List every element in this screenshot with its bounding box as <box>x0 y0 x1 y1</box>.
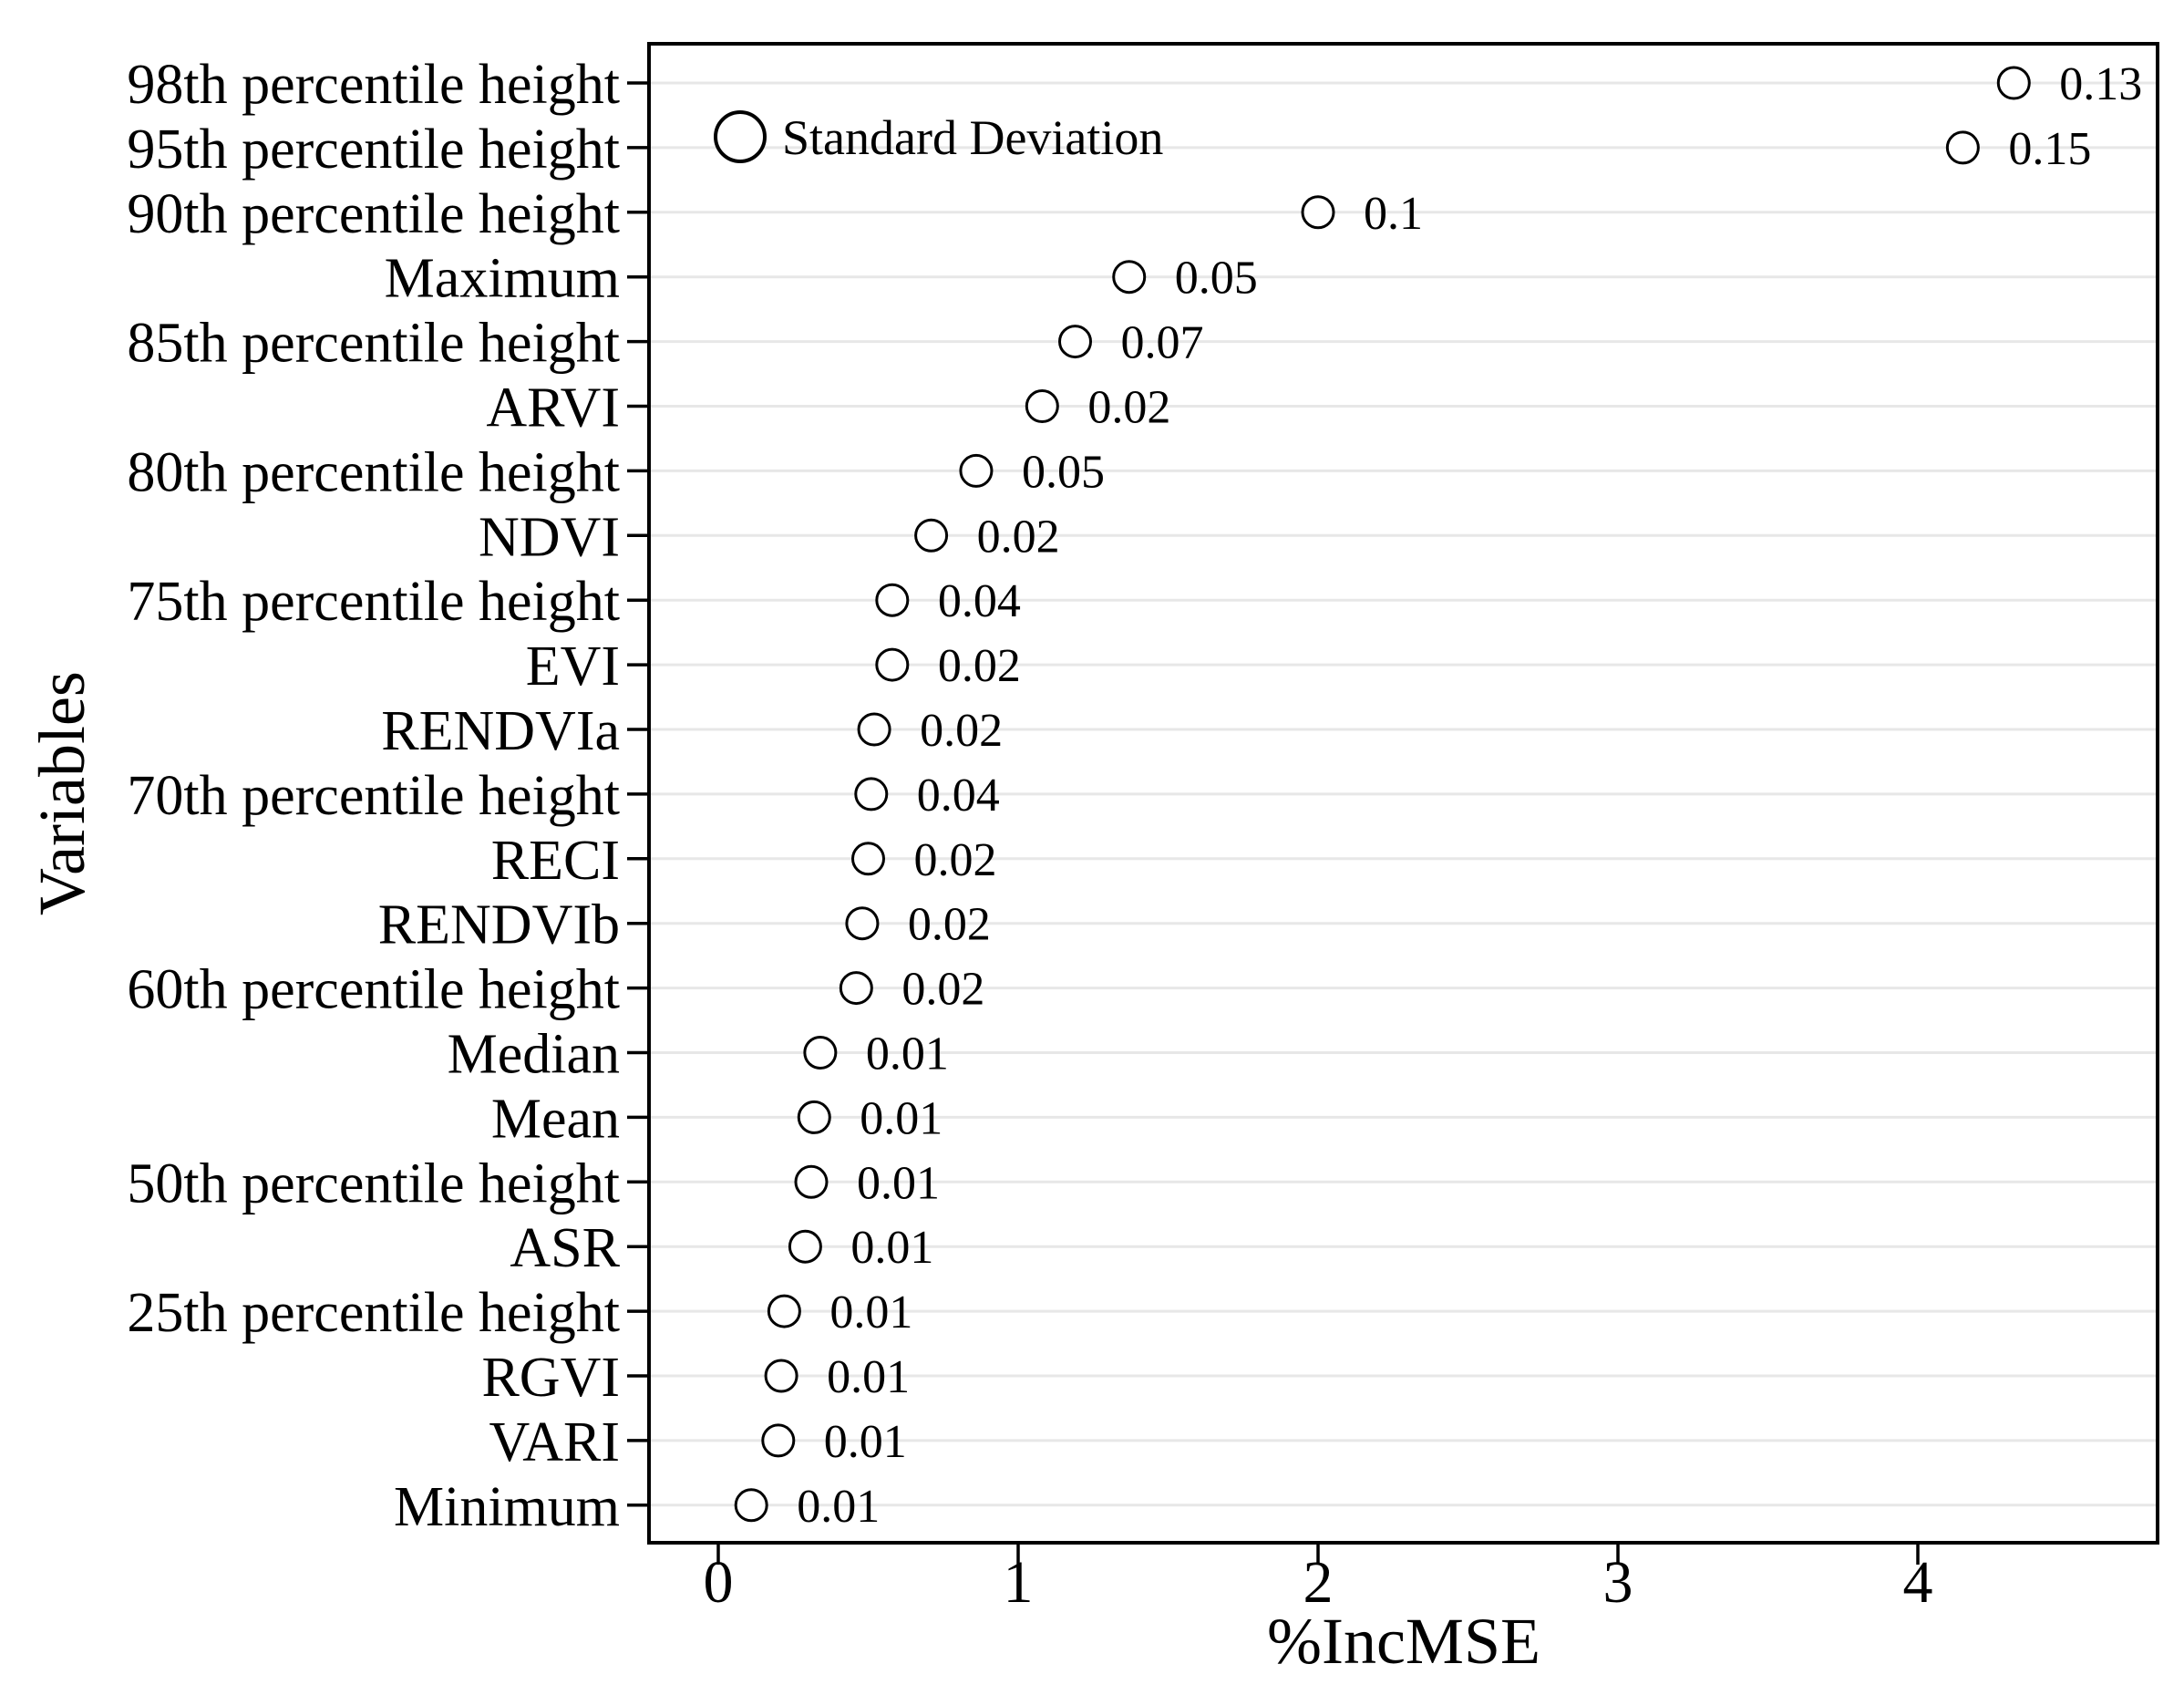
data-point-circle <box>1058 325 1093 359</box>
data-point-value-label: 0.01 <box>824 1416 907 1468</box>
data-point-circle <box>839 971 873 1006</box>
data-point-circle <box>761 1423 796 1458</box>
data-point-value-label: 0.05 <box>1022 446 1105 498</box>
data-point-value-label: 0.04 <box>917 770 1000 822</box>
data-point-circle <box>764 1359 798 1393</box>
y-category-label: Maximum <box>385 248 620 310</box>
y-category-label: VARI <box>489 1411 620 1473</box>
data-point-circle <box>854 777 889 811</box>
data-point-circle <box>767 1294 801 1328</box>
data-point-circle <box>794 1164 829 1199</box>
data-point-circle <box>1996 66 2031 100</box>
data-point-circle <box>875 647 910 682</box>
data-point-value-label: 0.01 <box>860 1092 943 1144</box>
y-category-label: Mean <box>491 1088 620 1150</box>
data-point-value-label: 0.01 <box>857 1157 940 1209</box>
data-point-circle <box>851 842 885 876</box>
data-point-circle <box>1025 389 1059 423</box>
y-category-label: RECI <box>491 830 620 892</box>
y-category-label: 50th percentile height <box>127 1152 620 1214</box>
y-category-label: RGVI <box>481 1347 620 1409</box>
data-point-value-label: 0.01 <box>827 1351 910 1403</box>
data-point-value-label: 0.07 <box>1121 317 1204 369</box>
y-category-label: Median <box>448 1024 620 1086</box>
y-category-label: 98th percentile height <box>127 54 620 116</box>
x-tick-label: 2 <box>1303 1549 1334 1616</box>
legend: Standard Deviation <box>714 110 1163 165</box>
data-point-circle <box>734 1488 768 1523</box>
y-category-label: 75th percentile height <box>127 571 620 633</box>
data-point-value-label: 0.05 <box>1175 253 1258 305</box>
data-point-value-label: 0.02 <box>1087 382 1170 434</box>
y-category-label: EVI <box>526 636 620 698</box>
y-category-label: 70th percentile height <box>127 765 620 827</box>
y-category-label: Minimum <box>394 1476 620 1538</box>
data-point-circle <box>914 518 949 553</box>
y-category-label: 60th percentile height <box>127 959 620 1021</box>
x-tick-label: 3 <box>1603 1549 1633 1616</box>
data-point-value-label: 0.01 <box>797 1481 880 1533</box>
data-point-value-label: 0.02 <box>908 899 991 951</box>
y-category-label: 80th percentile height <box>127 441 620 503</box>
y-category-label: 25th percentile height <box>127 1282 620 1344</box>
legend-label: Standard Deviation <box>782 110 1163 165</box>
data-point-circle <box>803 1036 838 1070</box>
data-point-value-label: 0.1 <box>1364 188 1423 240</box>
data-point-circle <box>788 1229 822 1264</box>
data-points: 0.13 0.15 0.1 0.05 0.07 0.02 0.05 0.02 0.04 0.02 0… <box>734 58 2142 1533</box>
x-axis-ticks <box>716 1543 1920 1565</box>
data-point-value-label: 0.02 <box>938 640 1021 692</box>
data-point-value-label: 0.01 <box>866 1028 949 1080</box>
y-category-label: NDVI <box>479 506 620 568</box>
data-point-value-label: 0.01 <box>829 1287 912 1338</box>
data-point-circle <box>797 1100 831 1134</box>
y-category-label: RENDVIa <box>381 700 620 762</box>
y-category-label: ARVI <box>486 377 620 439</box>
x-tick-label: 4 <box>1903 1549 1933 1616</box>
data-point-value-label: 0.02 <box>977 511 1060 563</box>
data-point-circle <box>959 453 994 488</box>
data-point-value-label: 0.02 <box>914 834 997 886</box>
data-point-circle <box>1301 195 1335 230</box>
y-category-label: 90th percentile height <box>127 183 620 245</box>
x-tick-label: 1 <box>1004 1549 1034 1616</box>
y-category-label: 85th percentile height <box>127 313 620 375</box>
y-axis-title: Variables <box>26 671 98 915</box>
y-category-label: 95th percentile height <box>127 119 620 181</box>
y-category-label: RENDVIb <box>378 894 620 956</box>
data-point-circle <box>1945 130 1980 165</box>
data-point-value-label: 0.01 <box>850 1222 933 1274</box>
data-point-value-label: 0.02 <box>901 964 984 1016</box>
x-axis-title: %IncMSE <box>1267 1605 1540 1678</box>
data-point-value-label: 0.15 <box>2008 123 2091 175</box>
legend-open-circle-marker <box>714 110 767 163</box>
data-point-circle <box>1112 260 1147 295</box>
data-point-circle <box>875 583 910 617</box>
x-axis-tick-labels: 0 1 2 3 4 <box>704 1549 1933 1616</box>
gridlines <box>649 81 2158 1507</box>
data-point-circle <box>845 906 880 941</box>
data-point-value-label: 0.04 <box>938 575 1021 627</box>
y-axis-ticks <box>627 81 649 1507</box>
x-tick-label: 0 <box>704 1549 734 1616</box>
data-point-circle <box>857 712 891 747</box>
data-point-value-label: 0.13 <box>2059 58 2142 110</box>
y-category-label: ASR <box>510 1217 620 1279</box>
data-point-value-label: 0.02 <box>920 705 1003 757</box>
